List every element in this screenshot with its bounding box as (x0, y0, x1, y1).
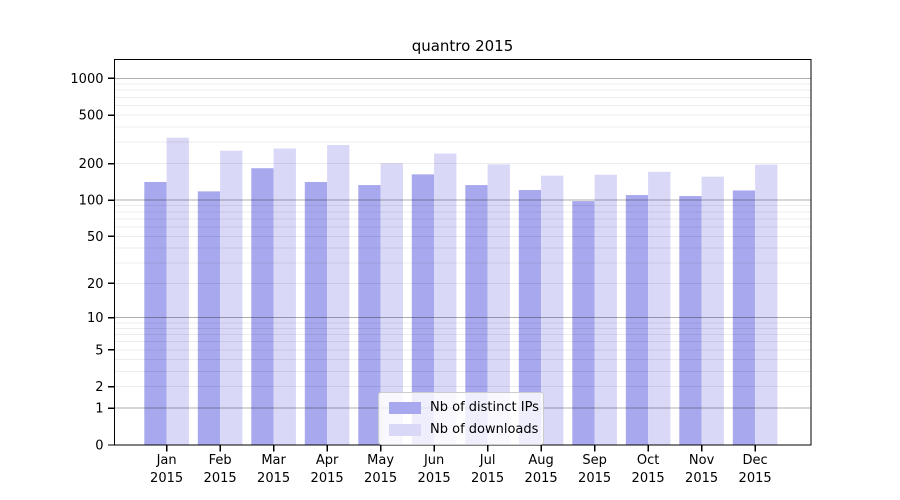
y-tick-label-1: 1 (95, 402, 103, 417)
x-tick-label-year-mar: 2015 (257, 471, 290, 486)
bar-downloads-may (380, 163, 403, 446)
legend-label-distinct-ips: Nb of distinct IPs (430, 400, 539, 415)
legend-label-downloads: Nb of downloads (430, 422, 539, 437)
x-tick-label-year-jul: 2015 (471, 471, 504, 486)
bar-distinct-ips-jun (411, 174, 435, 445)
bar-downloads-mar (273, 148, 296, 446)
bar-distinct-ips-may (358, 185, 381, 445)
x-tick-label-year-apr: 2015 (311, 471, 344, 486)
y-tick-label-20: 20 (87, 277, 104, 292)
x-tick-label-year-sep: 2015 (578, 471, 611, 486)
y-tick-label-5: 5 (95, 343, 103, 358)
x-tick-label-month-aug: Aug (528, 453, 553, 468)
x-tick-label-year-feb: 2015 (204, 471, 237, 486)
x-tick-label-month-sep: Sep (582, 453, 607, 468)
x-tick-label-month-feb: Feb (209, 453, 232, 468)
x-tick-label-month-may: May (367, 453, 394, 468)
bar-distinct-ips-apr (304, 181, 328, 446)
y-tick-label-0: 0 (95, 439, 103, 454)
x-tick-label-month-nov: Nov (689, 453, 715, 468)
y-tick-label-10: 10 (87, 311, 104, 326)
legend-row-distinct-ips: Nb of distinct IPs (389, 400, 539, 415)
bar-downloads-sep (594, 174, 617, 446)
bar-distinct-ips-nov (679, 196, 702, 445)
bar-downloads-nov (701, 176, 724, 445)
x-tick-label-month-apr: Apr (316, 453, 339, 468)
x-tick-label-year-nov: 2015 (685, 471, 718, 486)
y-tick-label-1000: 1000 (70, 72, 103, 87)
x-tick-label-year-dec: 2015 (739, 471, 772, 486)
x-tick-label-year-aug: 2015 (525, 471, 558, 486)
x-tick-label-month-jul: Jul (479, 453, 496, 468)
plot-border (113, 58, 812, 446)
bar-downloads-oct (648, 171, 671, 445)
x-tick-label-month-dec: Dec (743, 453, 768, 468)
bar-downloads-jun (434, 153, 457, 446)
x-tick-label-year-may: 2015 (364, 471, 397, 486)
bar-downloads-apr (327, 145, 350, 445)
bar-downloads-jul (487, 164, 510, 445)
x-tick-label-year-oct: 2015 (632, 471, 665, 486)
chart-title: quantro 2015 (411, 37, 514, 55)
y-tick-label-50: 50 (87, 230, 104, 245)
bar-downloads-aug (541, 175, 564, 445)
bar-distinct-ips-mar (251, 168, 274, 446)
legend-swatch-downloads (389, 423, 421, 436)
y-tick-label-100: 100 (79, 194, 104, 209)
bar-downloads-feb (220, 150, 243, 445)
y-tick-label-200: 200 (79, 157, 104, 172)
bar-distinct-ips-aug (518, 190, 542, 445)
legend-swatch-distinct-ips (389, 401, 421, 414)
bar-distinct-ips-jan (144, 181, 167, 446)
bar-distinct-ips-dec (732, 190, 756, 445)
legend: Nb of distinct IPs Nb of downloads (378, 392, 544, 445)
y-tick-label-500: 500 (79, 109, 104, 124)
bar-downloads-dec (755, 164, 778, 445)
bar-distinct-ips-sep (572, 201, 595, 445)
bar-distinct-ips-jul (465, 185, 488, 445)
bar-downloads-jan (166, 137, 189, 445)
x-tick-label-month-jun: Jun (423, 453, 444, 468)
x-tick-label-month-mar: Mar (261, 453, 286, 468)
bar-distinct-ips-oct (625, 195, 649, 445)
x-tick-label-year-jun: 2015 (418, 471, 451, 486)
y-tick-label-2: 2 (95, 380, 103, 395)
x-tick-label-year-jan: 2015 (150, 471, 183, 486)
bar-distinct-ips-feb (197, 191, 221, 445)
x-tick-label-month-oct: Oct (637, 453, 659, 468)
x-tick-label-month-jan: Jan (156, 453, 177, 468)
legend-row-downloads: Nb of downloads (389, 422, 538, 437)
